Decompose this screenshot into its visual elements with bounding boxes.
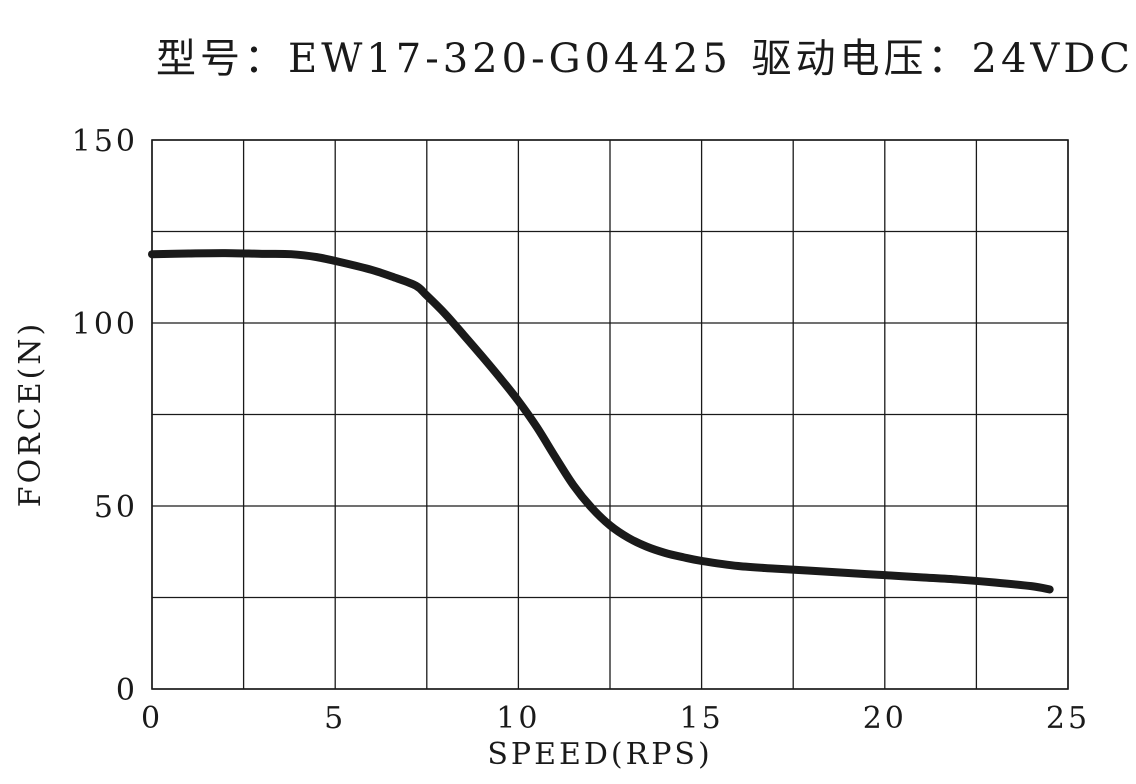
grid (151, 139, 1069, 690)
x-tick-label: 5 (324, 701, 346, 736)
y-tick-label: 100 (72, 307, 138, 342)
x-tick-label: 10 (496, 701, 540, 736)
y-axis-label: FORCE(N) (13, 321, 48, 508)
force-series-line (148, 249, 1054, 594)
x-axis-label: SPEED(RPS) (487, 737, 712, 772)
y-tick-label: 150 (72, 124, 138, 159)
plot-frame (151, 139, 1069, 690)
x-tick-label: 0 (141, 701, 163, 736)
series-layer (148, 249, 1054, 594)
x-tick-label: 15 (680, 701, 724, 736)
chart-voltage-label: 驱动电压：24VDC (752, 36, 1134, 82)
x-tick-label: 25 (1046, 701, 1090, 736)
y-tick-label: 50 (94, 490, 138, 525)
x-tick-label: 20 (863, 701, 907, 736)
tick-labels: 0 5 10 15 20 25 0 50 100 150 (72, 124, 1090, 736)
y-tick-label: 0 (116, 673, 138, 708)
chart-model-label: 型号：EW17-320-G04425 (156, 36, 732, 82)
